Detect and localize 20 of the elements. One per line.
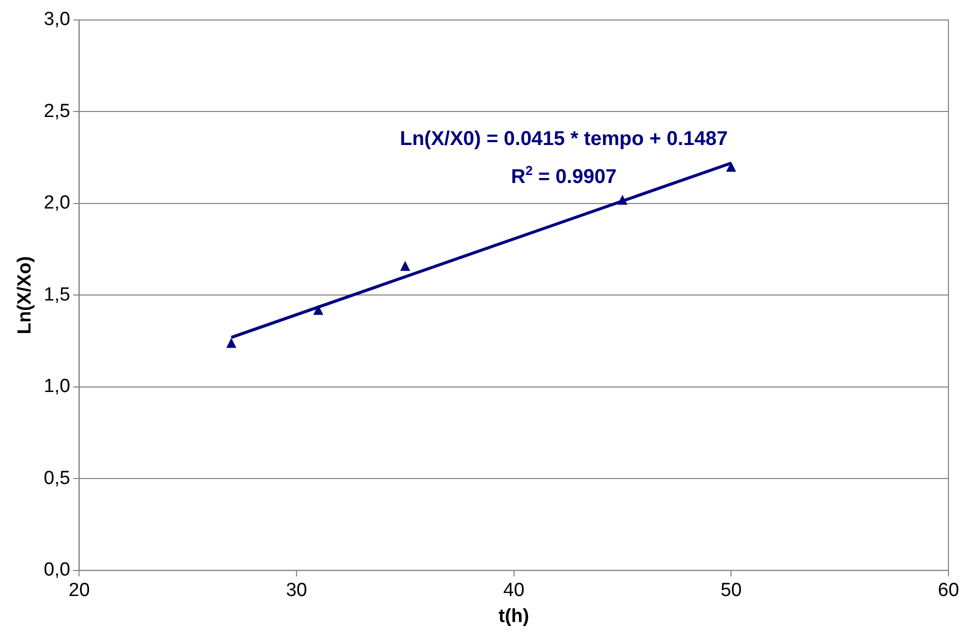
- x-tick-label: 20: [68, 580, 90, 602]
- y-tick-label: 0,0: [44, 560, 70, 581]
- point: [226, 338, 236, 348]
- x-tick-label: 50: [720, 580, 742, 602]
- y-tick-label: 1,0: [44, 376, 70, 398]
- y-tick-label: 3,0: [44, 9, 70, 30]
- annotation: Ln(X/X0) = 0.0415 * tempo + 0.1487: [400, 128, 728, 150]
- y-tick-label: 2,0: [44, 192, 70, 214]
- y-tick-label: 0,5: [44, 468, 70, 489]
- point: [313, 304, 324, 315]
- point: [400, 260, 410, 271]
- y-tick-label: 2,5: [44, 100, 70, 122]
- x-tick-label: 60: [938, 580, 960, 602]
- x-axis-title: t(h): [498, 606, 530, 627]
- point: [726, 162, 736, 172]
- point: [617, 194, 628, 205]
- x-tick-label: 40: [503, 580, 524, 602]
- y-axis-title: Ln(X/Xo): [14, 256, 36, 334]
- y-tick-label: 1,5: [44, 284, 70, 306]
- x-tick-label: 30: [286, 580, 308, 602]
